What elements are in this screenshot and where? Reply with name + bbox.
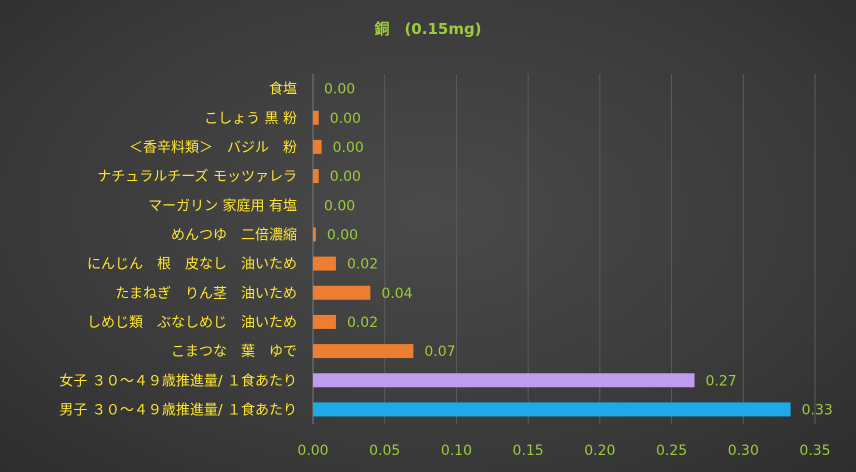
x-tick-label: 0.00 xyxy=(297,443,328,459)
bar xyxy=(313,285,371,300)
bar xyxy=(313,139,322,154)
category-label: めんつゆ 二倍濃縮 xyxy=(171,227,297,243)
category-label: たまねぎ りん茎 油いため xyxy=(115,286,297,302)
category-label: 食塩 xyxy=(269,81,297,98)
bar xyxy=(313,227,316,242)
data-label: 0.00 xyxy=(324,198,355,214)
category-label: 男子 ３０～４９歳推進量/ １食あたり xyxy=(59,401,297,418)
category-label: こまつな 葉 ゆで xyxy=(171,344,297,360)
x-tick-label: 0.15 xyxy=(513,443,544,459)
chart-title: 銅 (0.15mg) xyxy=(374,20,482,38)
x-tick-label: 0.35 xyxy=(799,443,830,459)
bar xyxy=(313,169,319,184)
category-label: 女子 ３０～４９歳推進量/ １食あたり xyxy=(59,372,297,389)
category-label: ＜香辛料類＞ バジル 粉 xyxy=(129,140,297,156)
x-tick-label: 0.20 xyxy=(584,443,615,459)
data-label: 0.27 xyxy=(706,373,737,389)
data-label: 0.02 xyxy=(347,315,378,331)
bar xyxy=(313,373,695,388)
bar xyxy=(313,110,319,125)
bar xyxy=(313,256,336,271)
x-tick-label: 0.10 xyxy=(441,443,472,459)
category-label: マーガリン 家庭用 有塩 xyxy=(148,197,297,214)
data-label: 0.00 xyxy=(333,140,364,156)
data-label: 0.00 xyxy=(327,227,358,243)
data-label: 0.00 xyxy=(330,111,361,127)
x-tick-label: 0.25 xyxy=(656,443,687,459)
bar xyxy=(313,402,791,417)
category-label: こしょう 黒 粉 xyxy=(204,111,297,127)
data-label: 0.33 xyxy=(802,402,833,418)
data-label: 0.07 xyxy=(424,344,455,360)
category-label: にんじん 根 皮なし 油いため xyxy=(87,257,297,273)
data-label: 0.00 xyxy=(324,82,355,98)
category-label: しめじ類 ぶなしめじ 油いため xyxy=(87,315,297,331)
bar xyxy=(313,314,336,329)
category-label: ナチュラルチーズ モッツァレラ xyxy=(97,169,297,185)
bar xyxy=(313,344,414,359)
data-label: 0.04 xyxy=(381,286,412,302)
x-tick-label: 0.05 xyxy=(369,443,400,459)
x-tick-label: 0.30 xyxy=(728,443,759,459)
data-label: 0.02 xyxy=(347,257,378,273)
data-label: 0.00 xyxy=(330,169,361,185)
